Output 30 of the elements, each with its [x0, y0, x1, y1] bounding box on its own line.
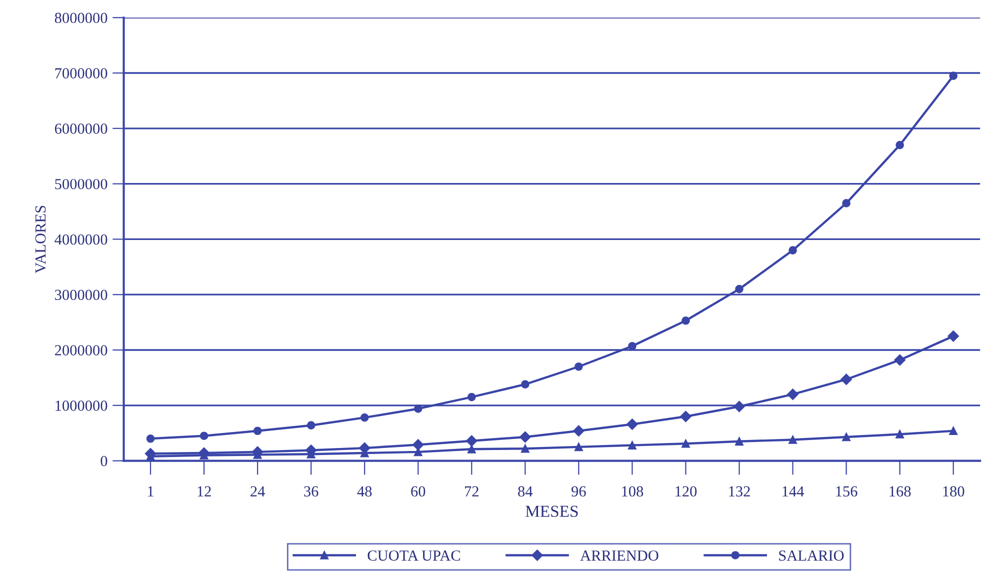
legend-label: CUOTA UPAC	[368, 550, 460, 561]
y-tick-label: 2000000	[54, 345, 108, 356]
x-tick-label: 144	[782, 486, 804, 496]
x-tick-label: 180	[943, 486, 964, 497]
legend-label: ARRIENDO	[580, 550, 658, 561]
x-tick-label: 168	[890, 486, 911, 497]
x-tick-label: 36	[304, 486, 318, 497]
y-tick-label: 3000000	[55, 290, 108, 300]
y-tick-label: 7000000	[55, 68, 108, 78]
x-tick-label: 60	[411, 486, 426, 497]
x-tick-label: 108	[622, 486, 644, 497]
x-tick-label: 1	[148, 486, 154, 496]
y-tick-label: 8000000	[54, 12, 108, 24]
x-tick-label: 84	[518, 486, 533, 497]
x-tick-label: 72	[465, 486, 478, 496]
x-tick-label: 120	[676, 486, 697, 497]
y-tick-label: 0	[100, 456, 108, 466]
x-tick-label: 132	[729, 486, 750, 497]
x-tick-label: 48	[357, 486, 372, 497]
x-axis-title: MESES	[526, 506, 578, 517]
y-tick-label: 6000000	[54, 124, 108, 134]
y-tick-label: 4000000	[54, 234, 108, 245]
x-tick-label: 96	[572, 486, 586, 497]
x-tick-label: 156	[836, 486, 858, 497]
y-tick-label: 5000000	[55, 178, 108, 190]
y-axis-title: VALORES	[35, 206, 46, 274]
x-tick-label: 24	[250, 486, 265, 496]
legend-label: SALARIO	[779, 550, 844, 561]
x-tick-label: 12	[198, 486, 211, 496]
y-tick-label: 1000000	[56, 400, 108, 411]
